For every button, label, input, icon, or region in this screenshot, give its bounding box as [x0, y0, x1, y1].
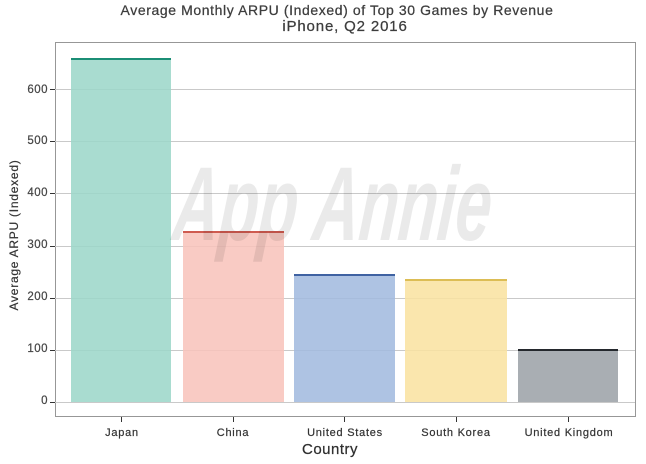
svg-text:App Annie: App Annie — [167, 146, 497, 263]
